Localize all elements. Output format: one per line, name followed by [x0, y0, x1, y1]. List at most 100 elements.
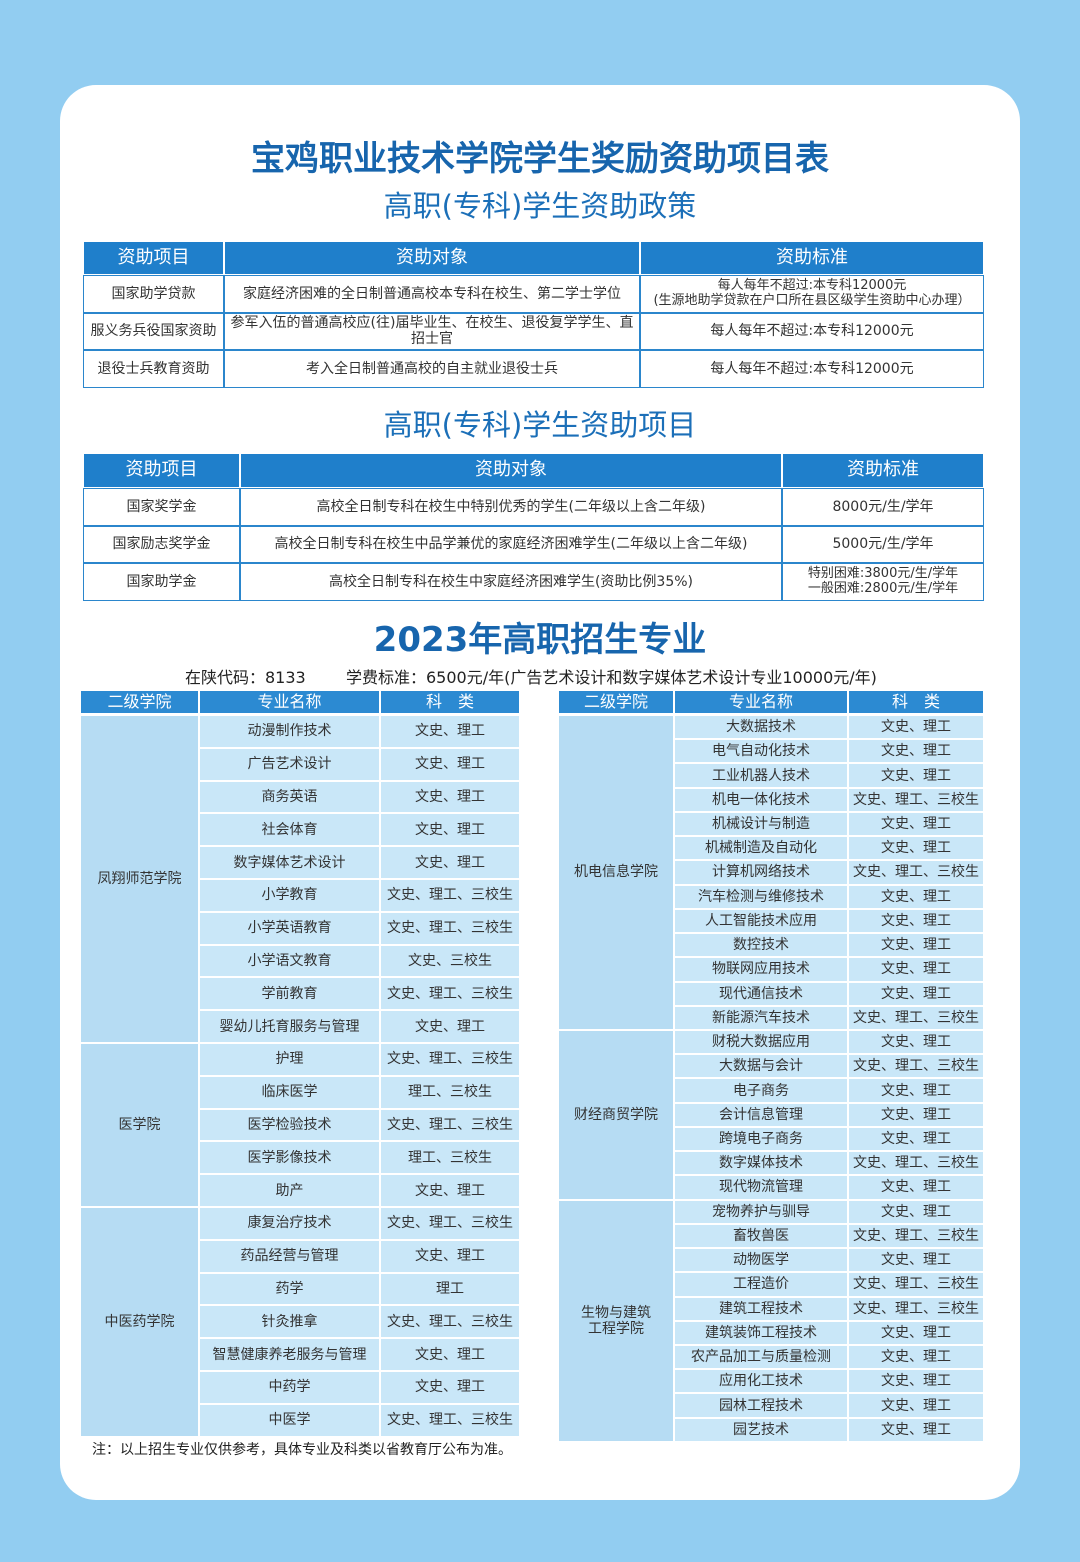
- category-cell: 文史、理工、三校生: [848, 1272, 984, 1297]
- category-cell: 文史、理工、三校生: [380, 911, 520, 945]
- table-cell: 国家励志奖学金: [83, 525, 240, 563]
- table-cell: 服义务兵役国家资助: [83, 312, 224, 350]
- category-cell: 文史、理工: [380, 780, 520, 814]
- major-cell: 跨境电子商务: [674, 1126, 848, 1152]
- major-cell: 药学: [199, 1272, 380, 1306]
- header-cell: 资助项目: [83, 453, 240, 488]
- table-cell: 8000元/生/学年: [782, 488, 984, 526]
- category-cell: 文史、理工: [848, 957, 984, 982]
- major-cell: 机电一体化技术: [674, 787, 848, 812]
- category-cell: 文史、理工: [848, 1175, 984, 1200]
- category-cell: 文史、理工: [848, 1393, 984, 1418]
- category-cell: 文史、理工: [848, 1078, 984, 1103]
- major-cell: 动物医学: [674, 1248, 848, 1273]
- major-cell: 会计信息管理: [674, 1102, 848, 1127]
- category-cell: 文史、理工、三校生: [848, 1296, 984, 1321]
- category-cell: 文史、理工: [848, 1320, 984, 1345]
- major-cell: 电子商务: [674, 1078, 848, 1103]
- category-cell: 文史、理工: [848, 933, 984, 958]
- header-cell: 资助标准: [782, 453, 984, 488]
- college-cell: 财经商贸学院: [558, 1029, 674, 1200]
- major-cell: 小学英语教育: [199, 911, 380, 945]
- category-cell: 文史、理工、三校生: [848, 1151, 984, 1176]
- table-cell: 参军入伍的普通高校应(往)届毕业生、在校生、退役复学学生、直招士官: [224, 312, 640, 350]
- category-cell: 文史、理工: [848, 1417, 984, 1442]
- category-cell: 文史、理工、三校生: [380, 1043, 520, 1076]
- major-cell: 大数据与会计: [674, 1054, 848, 1079]
- category-cell: 文史、理工: [848, 1369, 984, 1394]
- category-cell: 文史、理工、三校生: [380, 977, 520, 1011]
- table-cell: 高校全日制专科在校生中家庭经济困难学生(资助比例35%): [240, 563, 782, 601]
- major-cell: 学前教育: [199, 977, 380, 1011]
- table-cell: 退役士兵教育资助: [83, 350, 224, 388]
- major-cell: 财税大数据应用: [674, 1029, 848, 1055]
- section-heading: 高职(专科)学生资助政策: [383, 189, 697, 224]
- category-cell: 文史、理工: [380, 813, 520, 847]
- table-cell: 国家助学贷款: [83, 275, 224, 313]
- major-cell: 商务英语: [199, 780, 380, 814]
- major-cell: 社会体育: [199, 813, 380, 847]
- category-cell: 文史、理工: [380, 1239, 520, 1273]
- college-cell: 机电信息学院: [558, 715, 674, 1030]
- table-cell: 国家奖学金: [83, 488, 240, 526]
- major-cell: 广告艺术设计: [199, 747, 380, 781]
- category-cell: 文史、理工、三校生: [380, 1403, 520, 1437]
- major-cell: 临床医学: [199, 1075, 380, 1109]
- category-cell: 文史、理工、三校生: [848, 787, 984, 812]
- table-cell: 高校全日制专科在校生中品学兼优的家庭经济困难学生(二年级以上含二年级): [240, 525, 782, 563]
- table-cell: 每人每年不超过:本专科12000元: [640, 350, 984, 388]
- category-cell: 文史、理工: [380, 747, 520, 781]
- major-cell: 工业机器人技术: [674, 763, 848, 788]
- major-cell: 电气自动化技术: [674, 739, 848, 764]
- college-cell: 医学院: [80, 1043, 199, 1207]
- category-cell: 文史、理工: [848, 1126, 984, 1152]
- category-cell: 文史、理工、三校生: [848, 860, 984, 885]
- category-cell: 文史、理工: [848, 739, 984, 764]
- section-heading: 2023年高职招生专业: [373, 620, 707, 661]
- major-cell: 护理: [199, 1043, 380, 1076]
- category-cell: 文史、理工、三校生: [380, 879, 520, 912]
- major-cell: 现代物流管理: [674, 1175, 848, 1200]
- header-cell: 资助标准: [640, 241, 984, 275]
- category-cell: 文史、理工: [380, 1174, 520, 1207]
- major-cell: 畜牧兽医: [674, 1223, 848, 1249]
- fee: 学费标准：6500元/年(广告艺术设计和数字媒体艺术设计专业10000元/年): [346, 668, 877, 687]
- category-cell: 文史、理工: [848, 884, 984, 909]
- category-cell: 文史、理工、三校生: [848, 1054, 984, 1079]
- major-cell: 助产: [199, 1174, 380, 1207]
- college-cell: 中医药学院: [80, 1207, 199, 1437]
- header-cell: 二级学院: [80, 690, 199, 714]
- major-cell: 智慧健康养老服务与管理: [199, 1338, 380, 1371]
- category-cell: 文史、理工: [380, 1338, 520, 1371]
- table-cell: 每人每年不超过:本专科12000元 (生源地助学贷款在户口所在县区级学生资助中心…: [640, 275, 984, 313]
- category-cell: 文史、理工: [380, 846, 520, 879]
- major-cell: 宠物养护与驯导: [674, 1199, 848, 1224]
- major-cell: 园林工程技术: [674, 1393, 848, 1418]
- major-cell: 小学语文教育: [199, 944, 380, 978]
- header-cell: 资助对象: [240, 453, 782, 488]
- category-cell: 理工、三校生: [380, 1075, 520, 1109]
- major-cell: 园艺技术: [674, 1417, 848, 1442]
- table-cell: 5000元/生/学年: [782, 525, 984, 563]
- category-cell: 理工、三校生: [380, 1141, 520, 1175]
- major-cell: 机械设计与制造: [674, 811, 848, 837]
- major-cell: 针灸推拿: [199, 1305, 380, 1339]
- note: 注：以上招生专业仅供参考，具体专业及科类以省教育厅公布为准。: [92, 1442, 512, 1458]
- category-cell: 文史、理工: [848, 981, 984, 1006]
- college-cell: 凤翔师范学院: [80, 715, 199, 1043]
- category-cell: 文史、理工、三校生: [380, 1305, 520, 1339]
- category-cell: 文史、理工: [848, 836, 984, 861]
- major-cell: 应用化工技术: [674, 1369, 848, 1394]
- table-cell: 家庭经济困难的全日制普通高校本专科在校生、第二学士学位: [224, 275, 640, 313]
- category-cell: 文史、理工、三校生: [848, 1223, 984, 1249]
- category-cell: 文史、理工: [848, 1199, 984, 1224]
- category-cell: 文史、理工: [380, 1371, 520, 1404]
- major-cell: 动漫制作技术: [199, 715, 380, 748]
- category-cell: 文史、三校生: [380, 944, 520, 978]
- category-cell: 文史、理工: [848, 715, 984, 740]
- category-cell: 理工: [380, 1272, 520, 1306]
- header-cell: 科 类: [848, 690, 984, 714]
- major-cell: 机械制造及自动化: [674, 836, 848, 861]
- major-cell: 数字媒体技术: [674, 1151, 848, 1176]
